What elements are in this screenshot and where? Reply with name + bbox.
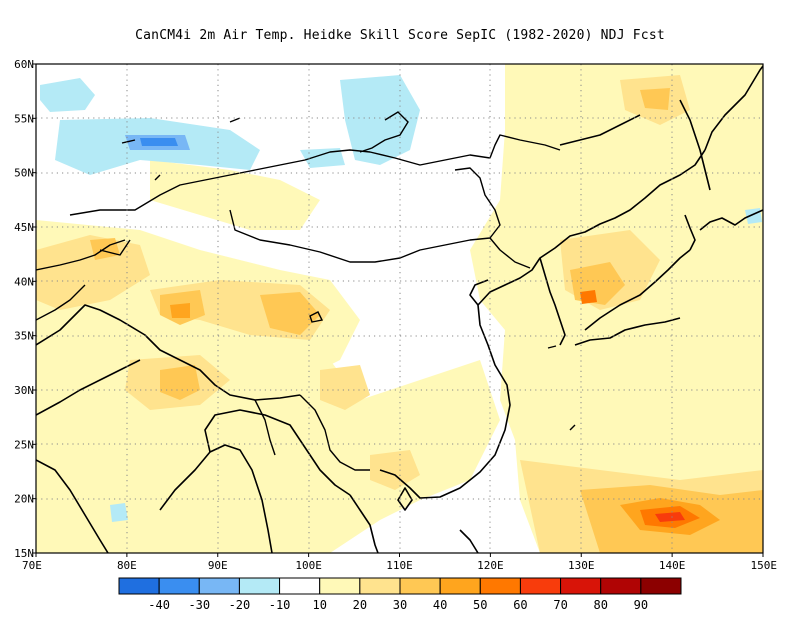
colorbar-label: -20 — [229, 598, 251, 612]
lon-tick-label: 90E — [208, 559, 228, 572]
lon-tick-label: 130E — [568, 559, 595, 572]
colorbar-swatch — [279, 577, 321, 595]
lat-tick-label: 60N — [14, 58, 34, 71]
colorbar-label: 20 — [353, 598, 367, 612]
colorbar-swatch — [519, 577, 562, 595]
lat-tick-label: 30N — [14, 384, 34, 397]
lon-tick-label: 150E — [751, 559, 778, 572]
lat-tick-label: 55N — [14, 112, 34, 125]
colorbar-swatch — [158, 577, 200, 595]
colorbar-label: 40 — [433, 598, 447, 612]
map-grid — [36, 64, 763, 553]
colorbar-label: 30 — [393, 598, 407, 612]
colorbar-swatch — [198, 577, 240, 595]
colorbar-swatch — [118, 577, 160, 595]
colorbar-label: -30 — [188, 598, 210, 612]
lon-tick-label: 120E — [477, 559, 504, 572]
colorbar-label: 80 — [593, 598, 607, 612]
lon-tick-label: 100E — [295, 559, 322, 572]
colorbar-label: 70 — [553, 598, 567, 612]
colorbar-swatch — [560, 577, 602, 595]
lat-tick-label: 20N — [14, 493, 34, 506]
colorbar-swatch — [479, 577, 521, 595]
lon-tick-label: 140E — [659, 559, 686, 572]
colorbar: -40 -30 -20 -10 10 20 30 40 50 60 70 80 90 — [118, 577, 682, 612]
lon-tick-label: 70E — [22, 559, 42, 572]
colorbar-label: 10 — [312, 598, 326, 612]
lat-tick-label: 25N — [14, 438, 34, 451]
skill-field — [36, 64, 763, 553]
colorbar-label: -10 — [269, 598, 291, 612]
colorbar-label: -40 — [148, 598, 170, 612]
lat-tick-label: 35N — [14, 330, 34, 343]
colorbar-label: 60 — [513, 598, 527, 612]
colorbar-label: 90 — [634, 598, 648, 612]
lat-tick-label: 15N — [14, 547, 34, 560]
colorbar-swatch — [439, 577, 481, 595]
lat-tick-label: 45N — [14, 221, 34, 234]
lon-tick-label: 80E — [117, 559, 137, 572]
colorbar-swatch — [399, 577, 441, 595]
colorbar-swatch — [640, 577, 682, 595]
lat-tick-label: 50N — [14, 167, 34, 180]
chart-title: CanCM4i 2m Air Temp. Heidke Skill Score … — [135, 28, 665, 43]
colorbar-swatch — [319, 577, 361, 595]
lon-tick-label: 110E — [386, 559, 413, 572]
lat-tick-label: 40N — [14, 275, 34, 288]
colorbar-swatch — [359, 577, 401, 595]
colorbar-swatch — [238, 577, 281, 595]
colorbar-label: 50 — [473, 598, 487, 612]
map-axes: 15N 20N 25N 30N 35N 40N 45N 50N 55N 60N 70E 80E 90E 1… — [14, 58, 777, 572]
colorbar-swatch — [600, 577, 642, 595]
